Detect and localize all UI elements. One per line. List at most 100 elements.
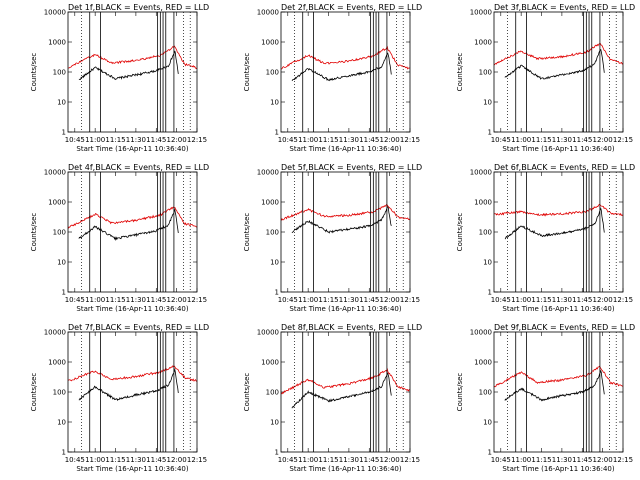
y-tick-label: 1000 [261,359,279,367]
x-axis-label: Start Time (16-Apr-11 10:36:40) [76,465,188,473]
series-events-line [291,372,392,409]
plot-frame [67,11,198,133]
x-tick-label: 12:15 [613,296,633,304]
y-tick-label: 1 [62,449,66,457]
x-tick-label: 11:15 [105,296,125,304]
series-events-line [504,207,605,240]
panel-title: Det 8f,BLACK = Events, RED = LLD [281,323,422,332]
x-tick-label: 12:00 [380,136,400,144]
x-tick-label: 11:30 [339,136,359,144]
y-axis-label: Counts/sec [456,373,464,412]
x-tick-label: 12:15 [187,136,207,144]
plot-frame [493,171,624,293]
x-tick-label: 11:45 [359,456,379,464]
y-tick-label: 1000 [474,199,492,207]
x-tick-label: 11:00 [85,456,105,464]
x-tick-label: 11:30 [126,296,146,304]
y-tick-label: 100 [53,229,66,237]
panel-title: Det 7f,BLACK = Events, RED = LLD [68,323,209,332]
x-axis-label: Start Time (16-Apr-11 10:36:40) [76,145,188,153]
series-events-line [291,52,392,82]
x-axis-label: Start Time (16-Apr-11 10:36:40) [289,305,401,313]
x-tick-label: 10:45 [65,136,85,144]
series-lld-line [281,45,411,70]
y-tick-label: 1 [275,289,279,297]
y-tick-label: 10 [483,419,492,427]
x-tick-label: 10:45 [278,136,298,144]
y-tick-label: 10 [57,419,66,427]
x-tick-label: 12:00 [167,456,187,464]
x-tick-label: 12:00 [593,456,613,464]
x-tick-label: 11:30 [552,456,572,464]
x-tick-label: 11:45 [146,456,166,464]
y-tick-label: 1000 [48,359,66,367]
y-tick-label: 10000 [257,169,279,177]
x-tick-label: 11:00 [298,456,318,464]
x-axis-label: Start Time (16-Apr-11 10:36:40) [502,145,614,153]
series-lld-line [493,43,624,66]
y-tick-label: 10000 [44,169,66,177]
y-tick-label: 10000 [470,169,492,177]
x-axis-label: Start Time (16-Apr-11 10:36:40) [289,465,401,473]
y-tick-label: 1 [488,129,492,137]
y-tick-label: 10000 [44,329,66,337]
x-tick-label: 12:00 [380,456,400,464]
x-tick-label: 11:30 [339,296,359,304]
x-tick-label: 11:30 [552,296,572,304]
x-tick-label: 12:00 [167,296,187,304]
panel-title: Det 6f,BLACK = Events, RED = LLD [494,163,635,172]
x-tick-label: 11:15 [531,136,551,144]
x-tick-label: 10:45 [65,456,85,464]
y-axis-label: Counts/sec [30,373,38,412]
plot-frame [493,331,624,453]
series-lld-line [67,206,198,229]
plot-frame [67,331,198,453]
x-tick-label: 11:15 [318,456,338,464]
x-tick-label: 12:15 [400,296,420,304]
x-tick-label: 10:45 [491,136,511,144]
x-tick-label: 11:00 [511,136,531,144]
series-events-line [504,369,605,402]
panel-title: Det 5f,BLACK = Events, RED = LLD [281,163,422,172]
x-tick-label: 11:00 [511,296,531,304]
y-tick-label: 1000 [474,39,492,47]
x-tick-label: 10:45 [278,296,298,304]
y-tick-label: 100 [266,389,279,397]
x-axis-label: Start Time (16-Apr-11 10:36:40) [289,145,401,153]
y-tick-label: 1 [62,289,66,297]
y-tick-label: 10000 [44,9,66,17]
y-tick-label: 10 [270,259,279,267]
x-tick-label: 11:15 [531,296,551,304]
x-tick-label: 12:15 [613,136,633,144]
x-tick-label: 11:45 [572,136,592,144]
x-tick-label: 11:30 [339,456,359,464]
panel-title: Det 4f,BLACK = Events, RED = LLD [68,163,209,172]
x-tick-label: 12:15 [187,296,207,304]
y-tick-label: 100 [53,69,66,77]
x-tick-label: 10:45 [278,456,298,464]
y-tick-label: 10 [483,99,492,107]
y-tick-label: 10 [57,99,66,107]
y-axis-label: Counts/sec [243,53,251,92]
x-tick-label: 12:00 [380,296,400,304]
x-tick-label: 11:00 [85,136,105,144]
y-tick-label: 10 [57,259,66,267]
y-tick-label: 10000 [257,329,279,337]
y-tick-label: 1 [488,289,492,297]
x-tick-label: 12:15 [613,456,633,464]
y-tick-label: 1 [275,129,279,137]
y-tick-label: 100 [266,229,279,237]
x-tick-label: 11:15 [105,136,125,144]
x-tick-label: 11:15 [105,456,125,464]
x-tick-label: 11:15 [318,296,338,304]
x-tick-label: 11:45 [572,456,592,464]
x-tick-label: 11:15 [318,136,338,144]
x-tick-label: 12:15 [400,456,420,464]
